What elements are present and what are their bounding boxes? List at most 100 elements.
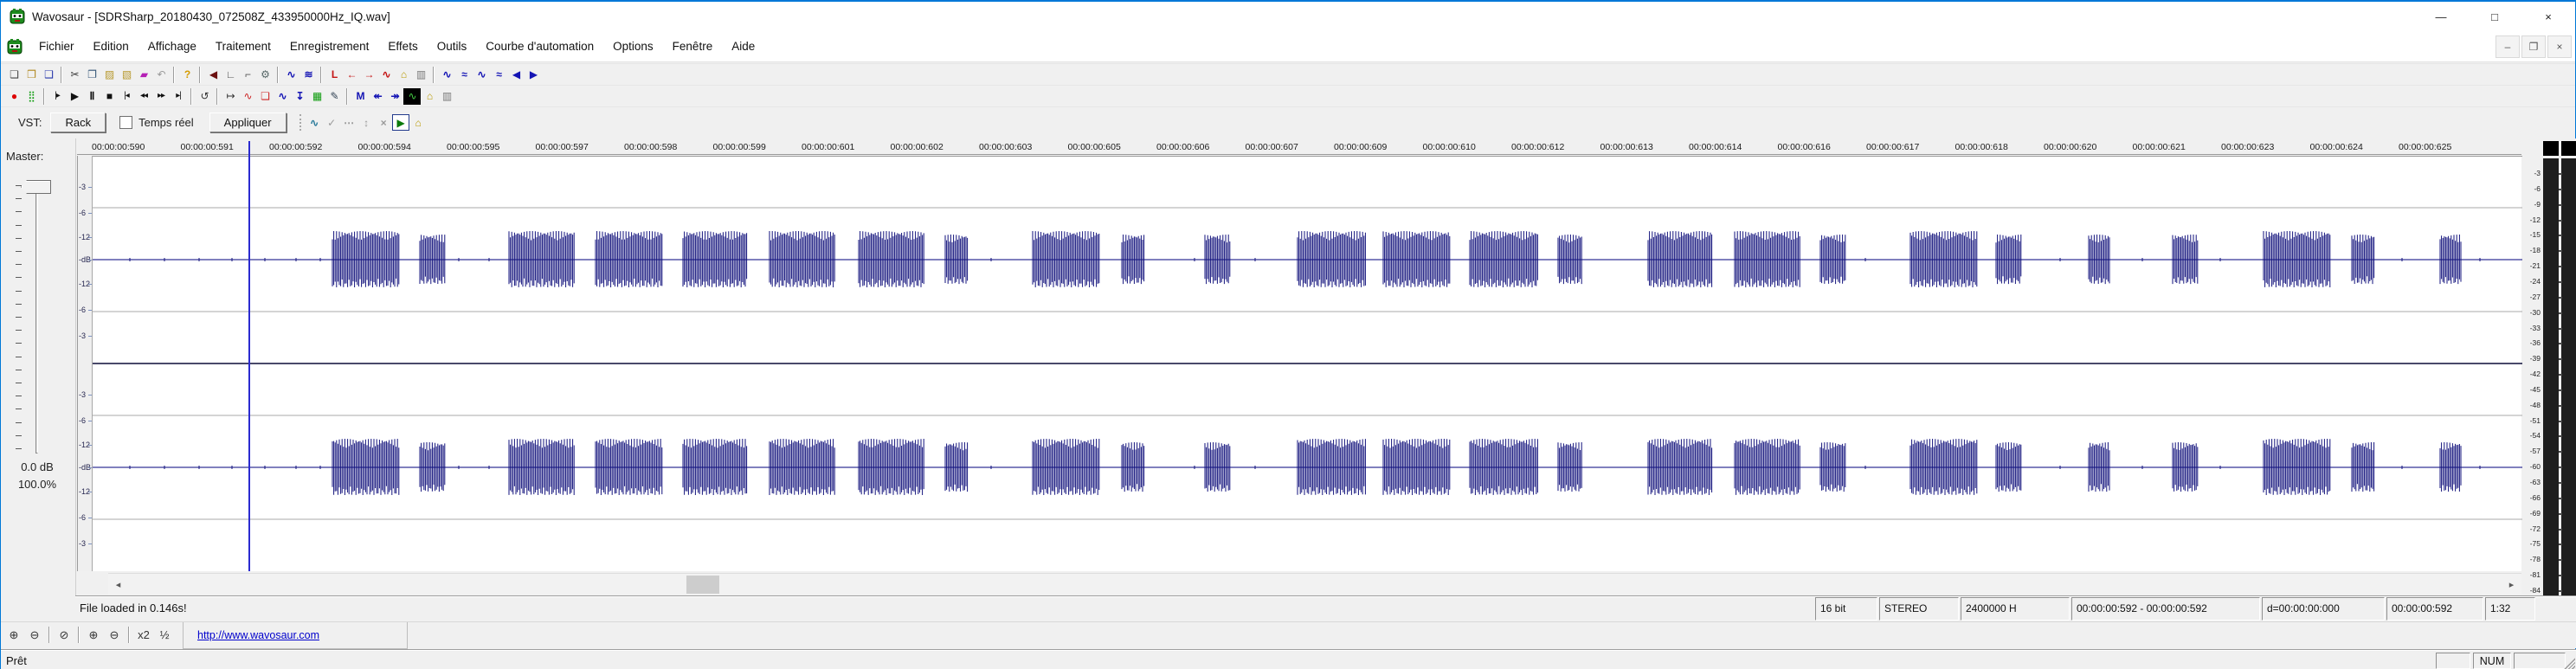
curve-play-icon[interactable]: ▶	[391, 114, 409, 131]
wavosaur-link[interactable]: http://www.wavosaur.com	[197, 629, 320, 641]
pause-button[interactable]: Ⅱ	[89, 90, 95, 102]
trim-button[interactable]: ▰	[139, 68, 148, 80]
menu-courbe-d-automation[interactable]: Courbe d'automation	[486, 40, 595, 53]
zoom-wave-in-button[interactable]: ∿	[477, 68, 486, 80]
insert-wave-button[interactable]: ∿	[287, 68, 295, 80]
window-close-button[interactable]: ×	[2545, 10, 2552, 23]
loop-forward-button[interactable]: →	[364, 68, 375, 80]
record-button[interactable]: ●	[10, 90, 17, 102]
lock-markers-button[interactable]: ⌂	[426, 90, 433, 102]
window-maximize-button[interactable]: □	[2491, 10, 2498, 23]
zoom-wave-fit-button[interactable]: ≈	[496, 68, 502, 80]
mdi-minimize-icon[interactable]: –	[2496, 35, 2520, 58]
play-from-cursor-button[interactable]: |▸	[55, 91, 61, 100]
fast-forward-button[interactable]: ▸▸	[157, 91, 165, 100]
delete-button[interactable]: ▥	[415, 68, 426, 80]
apply-check-icon[interactable]: ✓	[327, 116, 336, 129]
cut-button[interactable]: ✂	[70, 68, 79, 80]
mdi-close-icon[interactable]: ×	[2547, 35, 2572, 58]
menu-aide[interactable]: Aide	[731, 40, 756, 53]
zoom-x2-button[interactable]: x2	[138, 628, 150, 641]
clip-indicator-left[interactable]	[2543, 141, 2559, 156]
curve-scale-icon[interactable]: ↕	[364, 116, 369, 129]
select-all-wave-button[interactable]: ∿	[382, 68, 390, 80]
waveform-canvas[interactable]: -3 -6 -12 -dB -12 -6 -3 -3 -6 -12 -dB -12 -6 -3	[77, 156, 2522, 571]
toolbar-grip[interactable]	[299, 114, 303, 131]
realtime-checkbox[interactable]	[119, 116, 133, 129]
menu-outils[interactable]: Outils	[436, 40, 467, 53]
zoom-selection-button[interactable]: ⊘	[59, 627, 69, 641]
menu-fen-tre[interactable]: Fenêtre	[672, 40, 713, 53]
zoom-half-button[interactable]: ½	[159, 628, 170, 641]
undo-button[interactable]: ↶	[157, 68, 165, 80]
settings-wrench-icon[interactable]: ⚙	[261, 68, 270, 80]
level-monitor-button[interactable]: ⣿	[28, 90, 35, 102]
menu-affichage[interactable]: Affichage	[147, 40, 196, 53]
menu-options[interactable]: Options	[613, 40, 654, 53]
curve-delete-icon[interactable]: ×	[380, 116, 387, 129]
zoom-out-button[interactable]: ⊖	[29, 627, 40, 641]
prev-marker-button[interactable]: ↞	[373, 90, 382, 102]
loop-playback-button[interactable]: ↺	[200, 90, 209, 102]
copy-button[interactable]: ❐	[87, 68, 97, 80]
new-file-button[interactable]: ❏	[10, 68, 19, 80]
lock-button[interactable]: ⌂	[400, 68, 407, 80]
speaker-icon[interactable]: ◀	[209, 68, 217, 80]
zoom-vertical-in-button[interactable]: ⊕	[88, 627, 99, 641]
spectrum-view-button[interactable]: ▦	[312, 90, 322, 102]
next-view-button[interactable]: ▶	[529, 68, 538, 80]
next-marker-button[interactable]: ↠	[390, 90, 399, 102]
resample-button[interactable]: ∿	[278, 90, 287, 102]
vst-apply-button[interactable]: Appliquer	[209, 113, 287, 132]
time-ruler[interactable]: 00:00:00:590 00:00:00:591 00:00:00:592 00:0…	[77, 140, 2521, 155]
playback-cursor[interactable]	[248, 141, 250, 571]
scroll-left-icon[interactable]: ◂	[115, 580, 121, 590]
paste-special-button[interactable]: ▧	[121, 68, 132, 80]
horizontal-scrollbar[interactable]: ◂ ▸	[108, 573, 2521, 595]
add-marker-button[interactable]: M	[356, 90, 365, 102]
rewind-button[interactable]: ◂◂	[139, 91, 148, 100]
help-button[interactable]: ?	[184, 68, 190, 80]
play-button[interactable]: ▶	[70, 90, 79, 102]
prev-view-button[interactable]: ◀	[512, 68, 520, 80]
loop-marker-icon[interactable]: ∟	[225, 68, 236, 80]
statistics-button[interactable]: ∿	[243, 90, 252, 102]
menu-effets[interactable]: Effets	[388, 40, 418, 53]
delete-markers-button[interactable]: ▥	[441, 90, 452, 102]
menu-fichier[interactable]: Fichier	[39, 40, 74, 53]
zoom-vertical-out-button[interactable]: ⊖	[109, 627, 119, 641]
scroll-right-icon[interactable]: ▸	[2508, 580, 2515, 590]
zoom-wave-out-button[interactable]: ≈	[461, 68, 467, 80]
batch-process-button[interactable]: ↦	[226, 90, 235, 102]
master-slider-thumb[interactable]	[21, 180, 51, 194]
clip-indicator-right[interactable]	[2561, 141, 2576, 156]
curve-dots-icon[interactable]: ⋯	[344, 116, 354, 129]
export-page-button[interactable]: ❏	[261, 90, 270, 102]
automation-curve-icon[interactable]: ∿	[310, 116, 319, 129]
save-button[interactable]: ❑	[44, 68, 54, 80]
stop-button[interactable]: ■	[106, 90, 113, 102]
menu-enregistrement[interactable]: Enregistrement	[289, 40, 370, 53]
vst-rack-button[interactable]: Rack	[50, 113, 106, 132]
loop-back-button[interactable]: ←	[346, 68, 357, 80]
zoom-in-button[interactable]: ⊕	[9, 627, 19, 641]
set-loop-start-button[interactable]: L	[331, 68, 338, 80]
draw-pencil-button[interactable]: ✎	[330, 90, 338, 102]
resize-grip[interactable]	[2562, 656, 2575, 669]
go-start-button[interactable]: |◂	[124, 91, 130, 100]
go-end-button[interactable]: ▸|	[176, 91, 182, 100]
menu-edition[interactable]: Edition	[93, 40, 129, 53]
curve-lock-icon[interactable]: ⌂	[415, 116, 421, 129]
scrollbar-thumb[interactable]	[686, 576, 719, 594]
window-minimize-button[interactable]: —	[2435, 10, 2447, 23]
open-file-button[interactable]: ❒	[27, 68, 36, 80]
normalize-button[interactable]: ↧	[295, 90, 304, 102]
menu-traitement[interactable]: Traitement	[215, 40, 271, 53]
loop-points-icon[interactable]: ⌐	[244, 68, 251, 80]
paste-button[interactable]: ▨	[104, 68, 114, 80]
mdi-restore-icon[interactable]: ❐	[2521, 35, 2546, 58]
zoom-wave-vertical-button[interactable]: ∿	[442, 68, 451, 80]
marker-view-button[interactable]: ∿	[403, 87, 421, 105]
wave-block-button[interactable]: ≋	[304, 68, 312, 80]
master-slider-track[interactable]	[35, 183, 38, 454]
